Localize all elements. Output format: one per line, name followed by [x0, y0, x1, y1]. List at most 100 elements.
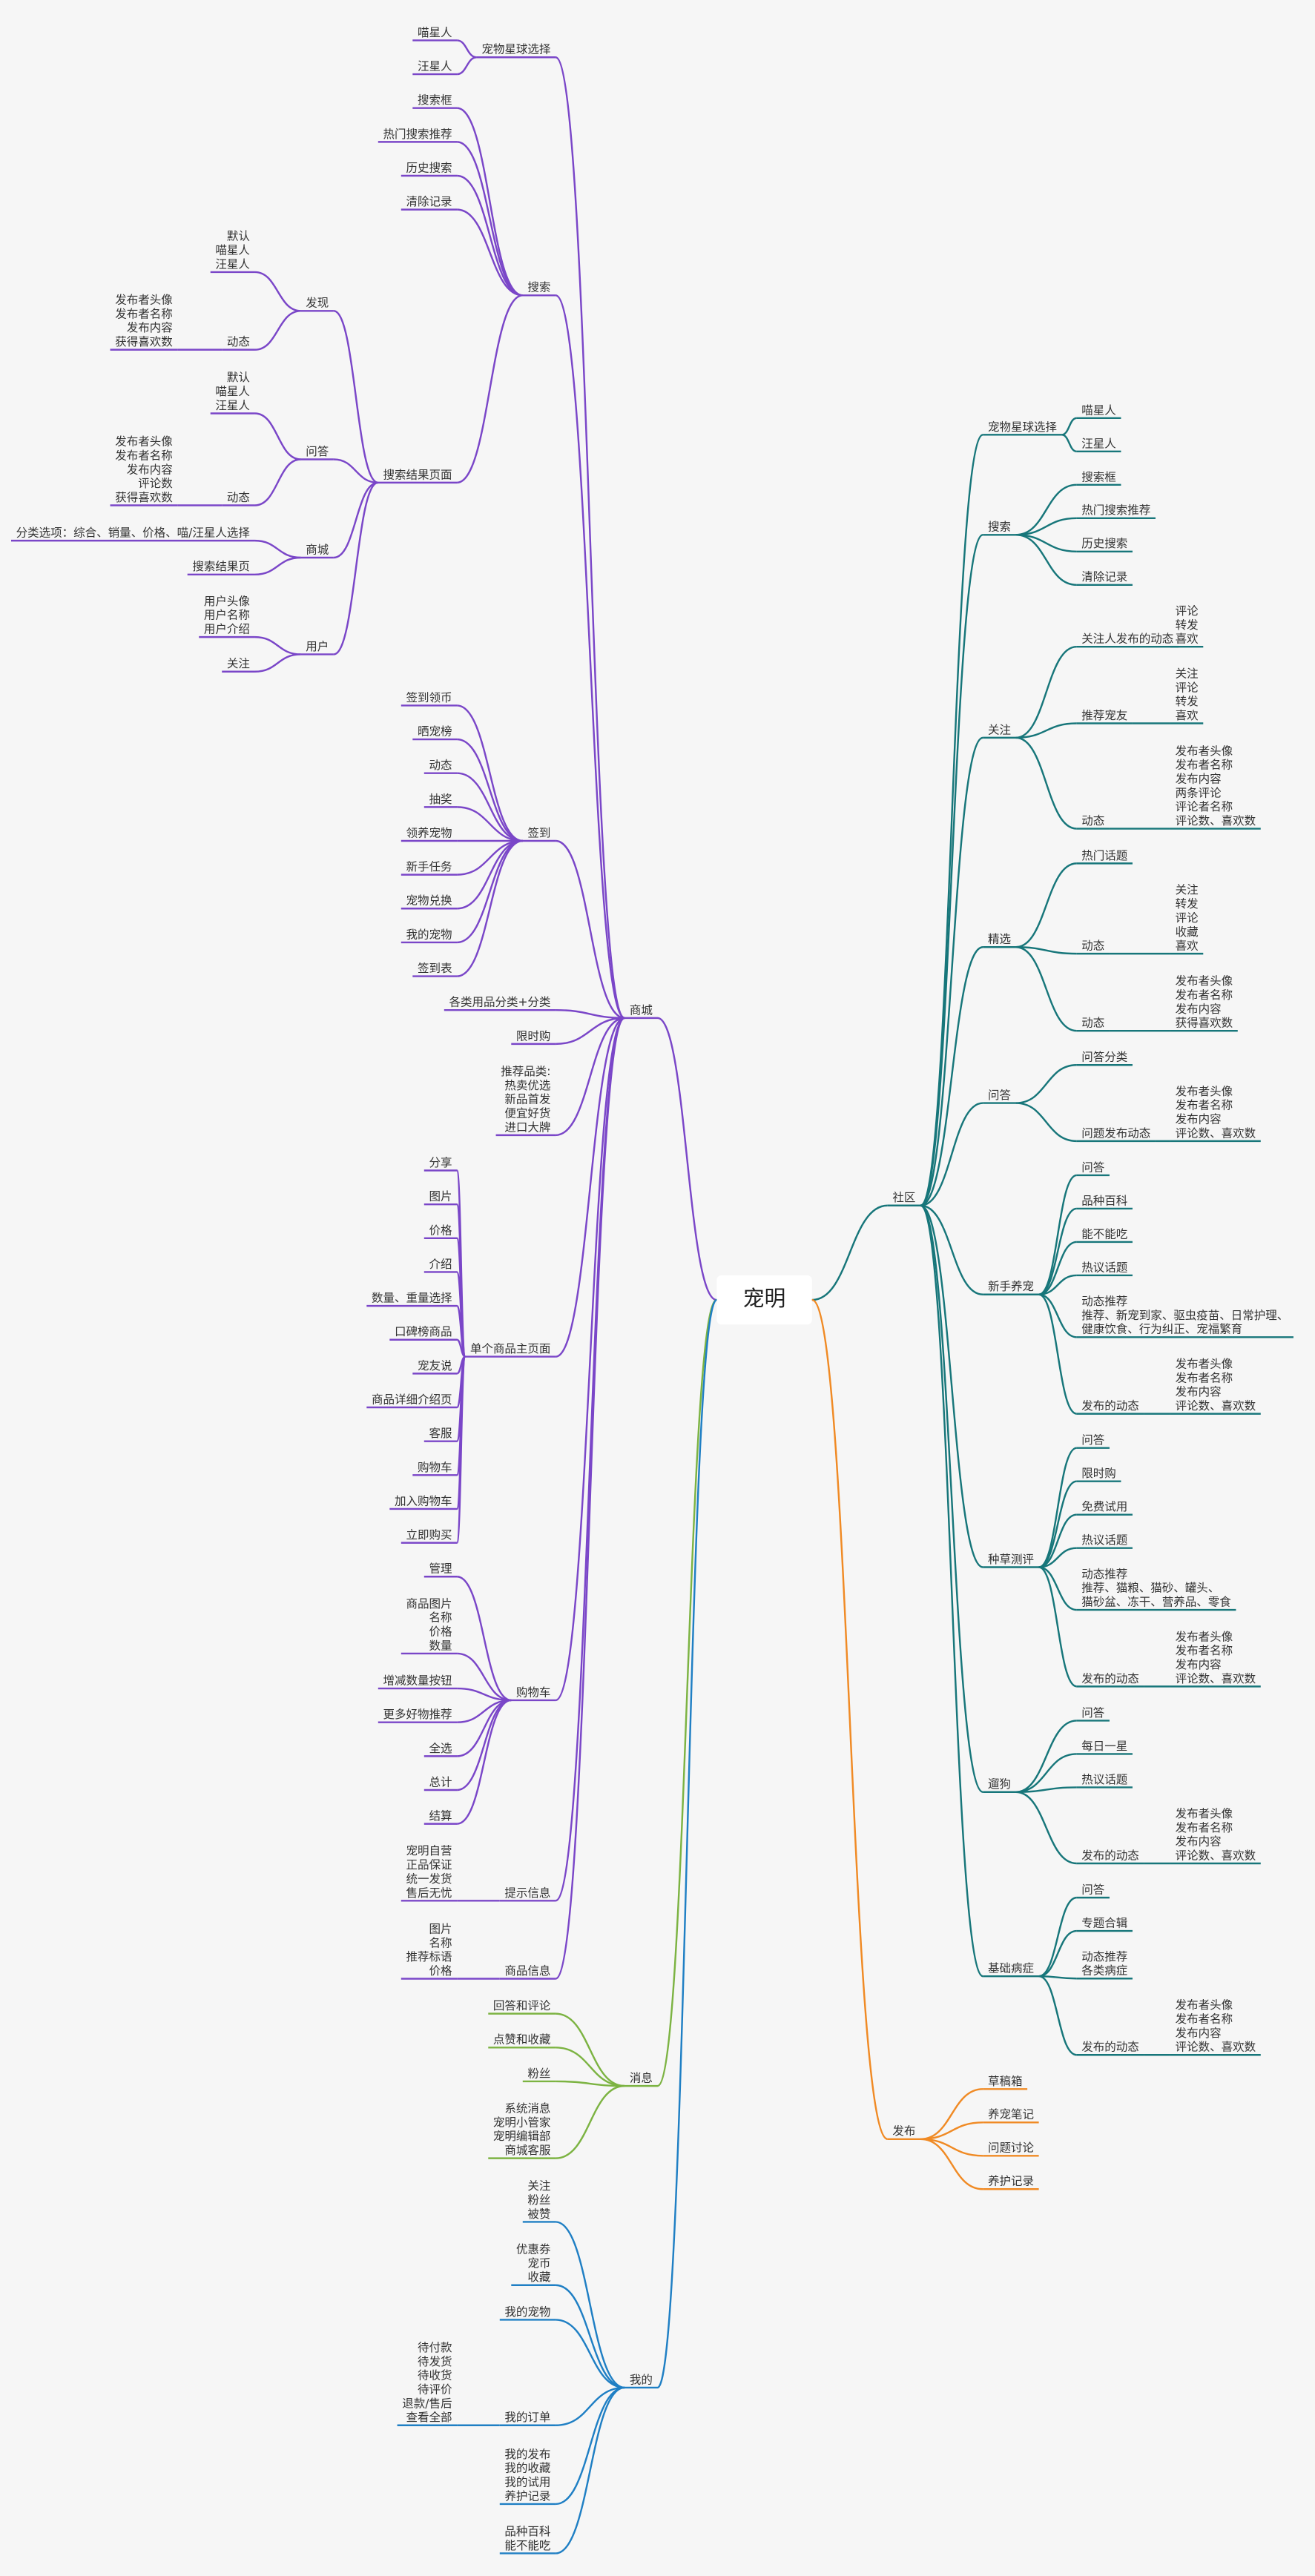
node-label: 动态 [1081, 939, 1104, 953]
branch-line [1038, 1274, 1077, 1295]
node: 关注 [222, 657, 255, 673]
node-label: 汪星人 [215, 399, 250, 412]
node-label: 购物车 [516, 1685, 551, 1699]
branch-line [457, 839, 523, 944]
node-label: 问答分类 [1081, 1051, 1127, 1064]
node: 动态 [1076, 1017, 1110, 1032]
node: 精选 [983, 933, 1016, 948]
node-label: 动态 [429, 759, 452, 772]
node-label: 热议话题 [1081, 1773, 1127, 1786]
node-label: 发布者头像 [1176, 974, 1233, 988]
branch-line [920, 2088, 983, 2141]
node-label: 便宜好货 [504, 1106, 550, 1120]
node-label: 发布者名称 [1176, 2012, 1233, 2026]
node-label: 喜欢 [1176, 709, 1199, 722]
node-label: 评论数、喜欢数 [1176, 1672, 1256, 1685]
node-label: 评论 [1176, 681, 1199, 694]
branch-line [920, 1102, 983, 1206]
node-label: 搜索框 [418, 93, 452, 107]
node: 价格 [423, 1223, 458, 1240]
branch-line [556, 1008, 625, 1020]
node: 清除记录 [401, 195, 458, 211]
branch-line [1038, 1566, 1077, 1611]
node-label: 进口大牌 [504, 1120, 550, 1134]
node-label: 宠物星球选择 [988, 420, 1058, 434]
node-label: 用户名称 [204, 609, 250, 622]
node-label: 关注 [1176, 667, 1199, 680]
branch-line [555, 1017, 625, 1702]
node-label: 购物车 [418, 1461, 452, 1474]
node: 问答 [983, 1089, 1016, 1104]
node-label: 加入购物车 [395, 1494, 452, 1507]
branch-line [656, 1298, 718, 2389]
node-label: 发布者名称 [1176, 1099, 1233, 1112]
branch-line [920, 736, 983, 1206]
branch-line [1038, 1241, 1077, 1295]
node: 回答和评论 [488, 1999, 556, 2015]
node: 管理 [423, 1562, 458, 1578]
branch-line [556, 1017, 625, 1046]
node-label: 汪星人 [1081, 437, 1116, 450]
node-label: 获得喜欢数 [115, 335, 173, 349]
node: 搜索结果页 [187, 560, 255, 576]
branch-line [556, 2080, 625, 2087]
node-label: 商品信息 [504, 1964, 550, 1978]
node-label: 发布内容 [1176, 1003, 1222, 1016]
node-label: 草稿箱 [988, 2075, 1023, 2088]
node-label: 发布内容 [1176, 1112, 1222, 1126]
node-label: 回答和评论 [493, 1999, 551, 2012]
node-label: 分类选项：综合、销量、价格、喵/汪星人选择 [16, 526, 251, 540]
node-label: 评论数、喜欢数 [1176, 1126, 1256, 1140]
node-label: 动态 [227, 491, 250, 504]
node-label: 能不能吃 [504, 2539, 550, 2552]
node-label: 能不能吃 [1081, 1227, 1127, 1241]
node-label: 结算 [429, 1809, 452, 1823]
branch-line [1038, 1929, 1077, 1978]
branch-line [1015, 645, 1077, 739]
branch-line [811, 1298, 889, 2141]
branch-line [920, 1204, 983, 1568]
node: 免费试用 [1076, 1500, 1133, 1516]
node-label: 品种百科 [1081, 1194, 1127, 1207]
branch-line [1015, 1720, 1077, 1793]
node: 热议话题 [1076, 1773, 1133, 1789]
node: 加入购物车 [389, 1494, 458, 1510]
node-label: 喵星人 [215, 244, 250, 257]
branch-line [1015, 862, 1077, 948]
branch-line [456, 1576, 512, 1702]
node-label: 分享 [429, 1156, 452, 1169]
node-label: 精选 [988, 933, 1011, 946]
branch-line [1015, 534, 1077, 553]
node-label: 推荐、新宠到家、驱虫疫苗、日常护理、 [1081, 1309, 1288, 1322]
node-label: 搜索结果页 [192, 560, 250, 573]
branch-line [1015, 1102, 1077, 1143]
node: 介绍 [423, 1258, 458, 1273]
branch-line [1038, 1896, 1077, 1978]
node: 发布的动态 [1076, 1849, 1144, 1865]
node-label: 发布内容 [1176, 2027, 1222, 2040]
node-label: 转发 [1176, 695, 1199, 708]
node: 动态 [1076, 814, 1110, 830]
node-label: 喜欢 [1176, 633, 1199, 646]
node: 商品信息 [499, 1964, 556, 1980]
branch-line [457, 1699, 512, 1723]
node-label: 发现 [306, 297, 329, 310]
node-label: 问答 [1081, 1433, 1105, 1447]
branch-line [456, 107, 524, 297]
node-label: 发布者头像 [1176, 1998, 1233, 2012]
node-label: 发布内容 [1176, 1385, 1222, 1398]
node: 用户 [300, 640, 334, 655]
node-label: 养宠笔记 [988, 2108, 1034, 2121]
node-label: 待发货 [418, 2355, 452, 2368]
node-label: 单个商品主页面 [470, 1342, 551, 1355]
node: 清除记录 [1076, 570, 1133, 587]
node-label: 商品图片 [406, 1597, 452, 1611]
node-label: 我的发布 [504, 2448, 550, 2461]
node: 遛狗 [983, 1777, 1016, 1793]
node-label: 转发 [1176, 897, 1199, 911]
